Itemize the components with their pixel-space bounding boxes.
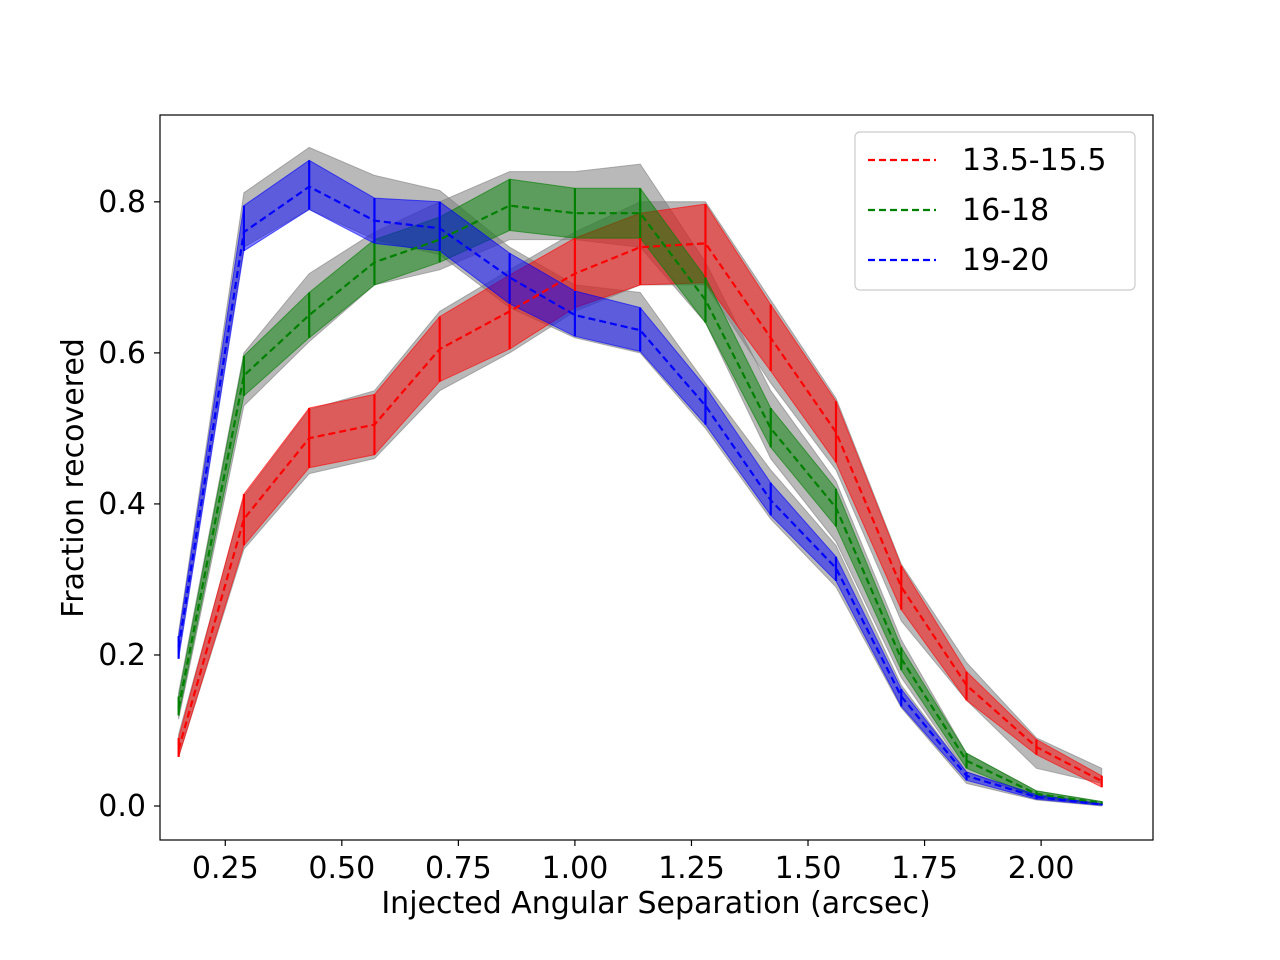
x-tick-label: 1.50 [775,851,842,886]
error-bars [177,160,1103,806]
legend: 13.5-15.5 16-18 19-20 [854,131,1136,291]
legend-label-19-20: 19-20 [962,243,1049,278]
y-tick-label: 0.0 [98,789,146,824]
plot-area-frame [159,114,1154,841]
series-line-16-18 [177,204,1102,805]
x-tick-label: 0.25 [192,851,259,886]
legend-entries: 13.5-15.5 16-18 19-20 [868,143,1106,278]
y-tick-label: 0.6 [98,336,146,371]
y-axis-label: Fraction recovered [56,338,91,618]
x-tick-label: 2.00 [1008,851,1075,886]
x-axis-ticks: 0.25 0.50 0.75 1.00 1.25 1.50 1.75 2.00 [192,840,1075,886]
legend-box [854,131,1136,291]
y-tick-label: 0.2 [98,638,146,673]
series-line-13.5-15.5 [177,242,1103,783]
x-tick-label: 0.75 [425,851,492,886]
legend-label-13.5-15.5: 13.5-15.5 [962,143,1106,178]
x-tick-label: 1.00 [542,851,609,886]
series-line-19-20 [177,185,1102,806]
series-lines [177,185,1103,806]
x-tick-label: 1.25 [658,851,725,886]
y-tick-label: 0.8 [98,185,146,220]
x-tick-label: 1.75 [891,851,958,886]
y-tick-label: 0.4 [98,487,146,522]
legend-label-16-18: 16-18 [962,193,1049,228]
y-axis-ticks: 0.0 0.2 0.4 0.6 0.8 [98,185,160,824]
x-tick-label: 0.50 [308,851,375,886]
x-axis-label: Injected Angular Separation (arcsec) [381,886,930,921]
